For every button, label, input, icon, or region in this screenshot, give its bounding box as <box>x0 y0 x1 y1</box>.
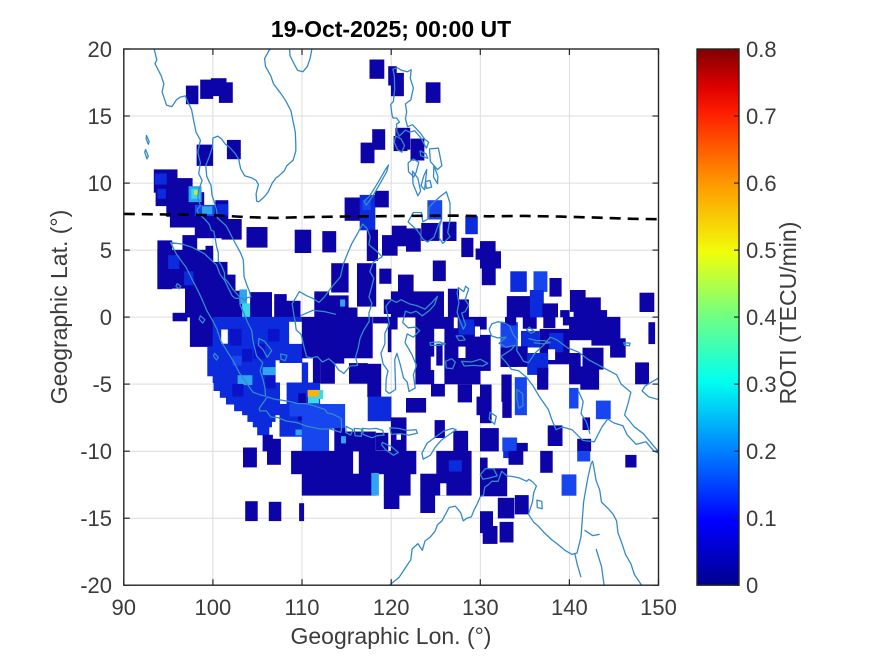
svg-text:Geographic Lon. (°): Geographic Lon. (°) <box>291 623 492 649</box>
svg-text:0.8: 0.8 <box>746 37 777 62</box>
svg-text:0.5: 0.5 <box>746 238 777 263</box>
svg-text:15: 15 <box>88 104 112 129</box>
svg-text:19-Oct-2025; 00:00 UT: 19-Oct-2025; 00:00 UT <box>271 16 511 42</box>
svg-text:5: 5 <box>100 238 112 263</box>
svg-text:100: 100 <box>195 595 232 620</box>
svg-text:0: 0 <box>100 305 112 330</box>
svg-text:-10: -10 <box>80 439 112 464</box>
svg-text:110: 110 <box>284 595 319 620</box>
svg-text:0: 0 <box>746 573 758 598</box>
svg-text:130: 130 <box>462 595 499 620</box>
svg-text:-20: -20 <box>80 573 112 598</box>
svg-text:90: 90 <box>112 595 136 620</box>
svg-text:0.1: 0.1 <box>746 506 777 531</box>
svg-text:-15: -15 <box>80 506 112 531</box>
svg-text:0.7: 0.7 <box>746 104 777 129</box>
svg-text:0.3: 0.3 <box>746 372 777 397</box>
svg-text:0.4: 0.4 <box>746 305 777 330</box>
svg-text:10: 10 <box>88 171 112 196</box>
svg-text:20: 20 <box>88 37 112 62</box>
svg-text:140: 140 <box>551 595 588 620</box>
svg-text:150: 150 <box>640 595 677 620</box>
svg-text:0.2: 0.2 <box>746 439 777 464</box>
svg-text:-5: -5 <box>92 372 112 397</box>
svg-text:120: 120 <box>373 595 410 620</box>
svg-text:Geographic Lat. (°): Geographic Lat. (°) <box>46 210 72 405</box>
svg-text:ROTI (TECU/min): ROTI (TECU/min) <box>775 222 801 405</box>
svg-text:0.6: 0.6 <box>746 171 777 196</box>
